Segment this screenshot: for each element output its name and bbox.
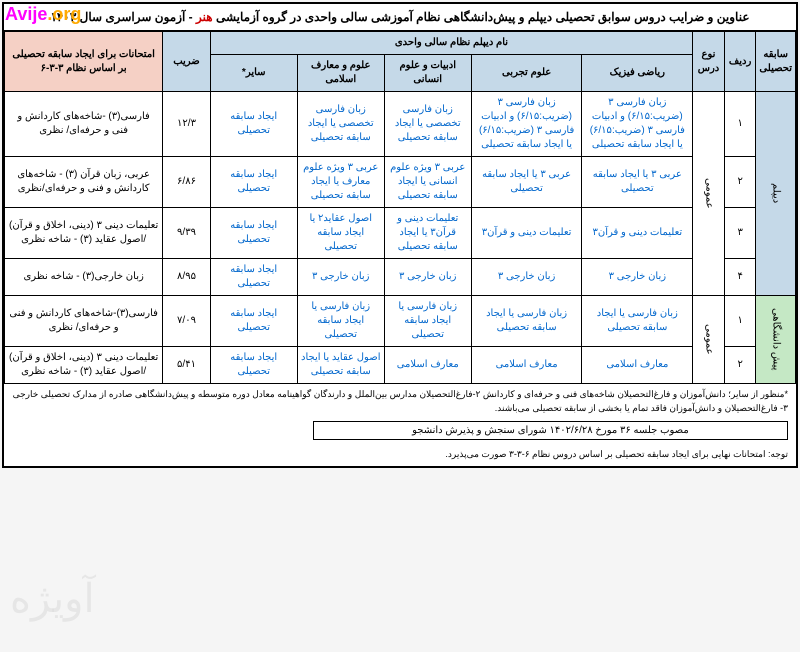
- cell: عربی ۳ یا ایجاد سابقه تحصیلی: [471, 157, 582, 208]
- cell-zarib: ۱۲/۳: [163, 92, 210, 157]
- cell: معارف اسلامی: [384, 347, 471, 384]
- hdr-sabegh: سابقه تحصیلی: [756, 32, 796, 92]
- title-red: هنر: [196, 10, 213, 24]
- table-row: دیپلم ۱ عمومی زبان فارسی ۳ (ضریب:۶/۱۵) و…: [5, 92, 796, 157]
- cell: ایجاد سابقه تحصیلی: [210, 92, 297, 157]
- cell-radif: ۲: [724, 157, 756, 208]
- hdr-emtehanat: امتحانات برای ایجاد سابقه تحصیلی بر اساس…: [5, 32, 163, 92]
- cell-radif: ۳: [724, 208, 756, 259]
- cell: زبان فارسی یا ایجاد سابقه تحصیلی: [384, 296, 471, 347]
- header-row-1: سابقه تحصیلی ردیف نوع درس نام دیپلم نظام…: [5, 32, 796, 55]
- cell: تعلیمات دینی و قرآن۳: [582, 208, 693, 259]
- cell: زبان فارسی تخصصی یا ایجاد سابقه تحصیلی: [297, 92, 384, 157]
- cell: زبان فارسی ۳ (ضریب:۶/۱۵) و ادبیات فارسی …: [582, 92, 693, 157]
- cell-radif: ۱: [724, 92, 756, 157]
- cell: عربی ۳ ویژه علوم معارف یا ایجاد سابقه تح…: [297, 157, 384, 208]
- table-row: ۴ زبان خارجی ۳ زبان خارجی ۳ زبان خارجی ۳…: [5, 259, 796, 296]
- cell: ایجاد سابقه تحصیلی: [210, 347, 297, 384]
- cell-zarib: ۷/۰۹: [163, 296, 210, 347]
- cell-radif: ۱: [724, 296, 756, 347]
- cell: اصول عقاید یا ایجاد سابقه تحصیلی: [297, 347, 384, 384]
- cell-zarib: ۶/۸۶: [163, 157, 210, 208]
- page-title: عناوین و ضرایب دروس سوابق تحصیلی دیپلم و…: [4, 4, 796, 31]
- cell: تعلیمات دینی و قرآن۳: [471, 208, 582, 259]
- cell-radif: ۴: [724, 259, 756, 296]
- cell: زبان خارجی ۳: [297, 259, 384, 296]
- cell-emtehan: عربی، زبان قرآن (۳) - شاخه‌های کاردانش و…: [5, 157, 163, 208]
- cell: ایجاد سابقه تحصیلی: [210, 157, 297, 208]
- table-row: پیش دانشگاهی ۱ عمومی زبان فارسی یا ایجاد…: [5, 296, 796, 347]
- hdr-noe: نوع درس: [693, 32, 725, 92]
- cell: زبان فارسی ۳ (ضریب:۶/۱۵) و ادبیات فارسی …: [471, 92, 582, 157]
- cell: زبان خارجی ۳: [582, 259, 693, 296]
- table-row: ۲ معارف اسلامی معارف اسلامی معارف اسلامی…: [5, 347, 796, 384]
- group-omumi-1: عمومی: [693, 92, 725, 296]
- group-omumi-2: عمومی: [693, 296, 725, 384]
- cell-emtehan: زبان خارجی(۳) - شاخه نظری: [5, 259, 163, 296]
- hdr-riazi: ریاضی فیزیک: [582, 55, 693, 92]
- footnote-2: توجه: امتحانات نهایی برای ایجاد سابقه تح…: [4, 444, 796, 466]
- main-table: سابقه تحصیلی ردیف نوع درس نام دیپلم نظام…: [4, 31, 796, 384]
- cell: زبان خارجی ۳: [384, 259, 471, 296]
- cell: ایجاد سابقه تحصیلی: [210, 296, 297, 347]
- title-pre: عناوین و ضرایب دروس سوابق تحصیلی دیپلم و…: [213, 10, 750, 24]
- cell: زبان فارسی یا ایجاد سابقه تحصیلی: [582, 296, 693, 347]
- cell-emtehan: فارسی(۳)-شاخه‌های کاردانش و فنی و حرفه‌ا…: [5, 296, 163, 347]
- main-container: عناوین و ضرایب دروس سوابق تحصیلی دیپلم و…: [2, 2, 798, 468]
- approval-box: مصوب جلسه ۳۶ مورخ ۱۴۰۲/۶/۲۸ شورای سنجش و…: [313, 421, 788, 440]
- hdr-tajrobi: علوم تجربی: [471, 55, 582, 92]
- table-row: ۳ تعلیمات دینی و قرآن۳ تعلیمات دینی و قر…: [5, 208, 796, 259]
- group-diplom: دیپلم: [756, 92, 796, 296]
- hdr-ensani: ادبیات و علوم انسانی: [384, 55, 471, 92]
- wm-part2: .org: [47, 4, 81, 24]
- cell: معارف اسلامی: [582, 347, 693, 384]
- cell: عربی ۳ ویژه علوم انسانی یا ایجاد سابقه ت…: [384, 157, 471, 208]
- hdr-diploma-group: نام دیپلم نظام سالی واحدی: [210, 32, 692, 55]
- bottom-watermark: آویژه: [10, 576, 95, 622]
- cell-radif: ۲: [724, 347, 756, 384]
- cell: تعلیمات دینی و قرآن۳ یا ایجاد سابقه تحصی…: [384, 208, 471, 259]
- cell: زبان خارجی ۳: [471, 259, 582, 296]
- footnote-1: *منظور از سایر؛ دانش‌آموزان و فارغ‌التحص…: [4, 384, 796, 419]
- hdr-zarib: ضریب: [163, 32, 210, 92]
- cell: معارف اسلامی: [471, 347, 582, 384]
- cell: ایجاد سابقه تحصیلی: [210, 259, 297, 296]
- cell: عربی ۳ یا ایجاد سابقه تحصیلی: [582, 157, 693, 208]
- wm-part1: Avije: [5, 4, 47, 24]
- cell: زبان فارسی یا ایجاد سابقه تحصیلی: [471, 296, 582, 347]
- site-watermark: Avije.org: [5, 4, 81, 25]
- hdr-radif: ردیف: [724, 32, 756, 92]
- cell-zarib: ۸/۹۵: [163, 259, 210, 296]
- cell-zarib: ۹/۳۹: [163, 208, 210, 259]
- cell: زبان فارسی یا ایجاد سابقه تحصیلی: [297, 296, 384, 347]
- table-row: ۲ عربی ۳ یا ایجاد سابقه تحصیلی عربی ۳ یا…: [5, 157, 796, 208]
- cell-emtehan: تعلیمات دینی ۳ (دینی، اخلاق و قرآن) /اصو…: [5, 347, 163, 384]
- hdr-maaref: علوم و معارف اسلامی: [297, 55, 384, 92]
- cell: اصول عقاید۲ یا ایجاد سابقه تحصیلی: [297, 208, 384, 259]
- cell-zarib: ۵/۴۱: [163, 347, 210, 384]
- cell: زبان فارسی تخصصی یا ایجاد سابقه تحصیلی: [384, 92, 471, 157]
- cell-emtehan: تعلیمات دینی ۳ (دینی، اخلاق و قرآن) /اصو…: [5, 208, 163, 259]
- cell-emtehan: فارسی(۳) -شاخه‌های کاردانش و فنی و حرفه‌…: [5, 92, 163, 157]
- group-pish: پیش دانشگاهی: [756, 296, 796, 384]
- cell: ایجاد سابقه تحصیلی: [210, 208, 297, 259]
- hdr-sayer: سایر*: [210, 55, 297, 92]
